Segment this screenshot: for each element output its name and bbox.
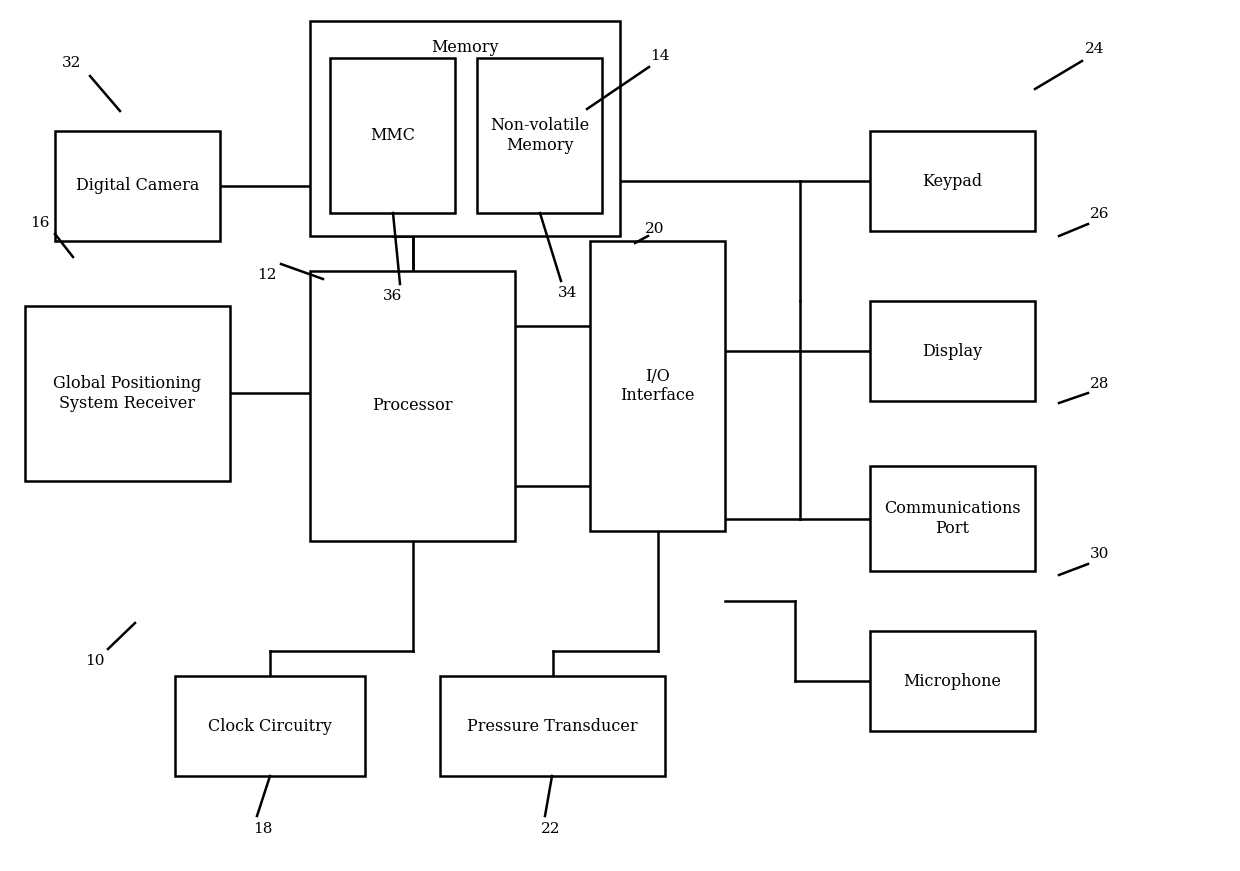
- Bar: [55, 131, 219, 241]
- Text: Communications
Port: Communications Port: [884, 500, 1021, 537]
- Text: 30: 30: [1090, 547, 1110, 561]
- Text: 34: 34: [558, 286, 578, 300]
- Bar: [870, 631, 1035, 731]
- Bar: [175, 676, 365, 776]
- Text: Non-volatile
Memory: Non-volatile Memory: [490, 118, 589, 154]
- Text: Processor: Processor: [372, 397, 453, 415]
- Bar: [477, 58, 601, 213]
- Text: Pressure Transducer: Pressure Transducer: [467, 718, 637, 734]
- Text: 36: 36: [383, 289, 403, 303]
- Bar: [310, 271, 515, 541]
- Text: 16: 16: [30, 216, 50, 230]
- Text: Display: Display: [923, 342, 982, 360]
- Text: Keypad: Keypad: [923, 172, 982, 190]
- Bar: [870, 466, 1035, 571]
- Text: MMC: MMC: [370, 127, 415, 144]
- Text: Memory: Memory: [432, 39, 498, 56]
- Text: 32: 32: [62, 56, 82, 70]
- Bar: [25, 306, 229, 481]
- Bar: [440, 676, 665, 776]
- Bar: [870, 301, 1035, 401]
- Text: I/O
Interface: I/O Interface: [620, 368, 694, 404]
- Bar: [590, 241, 725, 531]
- Text: 24: 24: [1085, 42, 1105, 56]
- Text: 26: 26: [1090, 207, 1110, 221]
- Bar: [330, 58, 455, 213]
- Text: 12: 12: [257, 268, 277, 282]
- Text: 18: 18: [253, 822, 273, 836]
- Text: 22: 22: [541, 822, 560, 836]
- Text: Global Positioning
System Receiver: Global Positioning System Receiver: [53, 375, 202, 412]
- Bar: [870, 131, 1035, 231]
- Text: 20: 20: [645, 222, 665, 236]
- Text: Microphone: Microphone: [904, 672, 1002, 690]
- Text: Digital Camera: Digital Camera: [76, 178, 200, 194]
- Text: 28: 28: [1090, 377, 1110, 391]
- Text: Clock Circuitry: Clock Circuitry: [208, 718, 332, 734]
- Text: 10: 10: [86, 654, 104, 668]
- Bar: [310, 21, 620, 236]
- Text: 14: 14: [650, 49, 670, 63]
